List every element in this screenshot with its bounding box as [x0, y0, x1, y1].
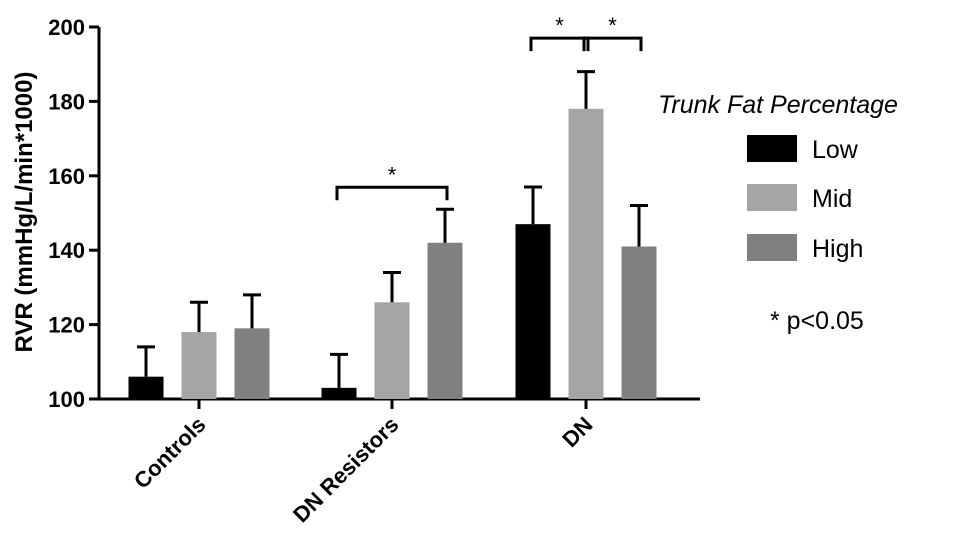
y-tick-label: 160 — [48, 164, 85, 189]
legend-swatch — [747, 135, 797, 162]
y-tick-label: 200 — [48, 15, 85, 40]
bar — [515, 224, 551, 399]
significance-bracket — [529, 36, 590, 52]
bar — [181, 332, 217, 399]
legend-label: Low — [812, 136, 859, 164]
significance-note: * p<0.05 — [770, 307, 864, 335]
error-bars — [137, 70, 648, 388]
significance-star: * — [555, 13, 564, 38]
significance-star: * — [388, 162, 397, 187]
y-tick-label: 120 — [48, 313, 85, 338]
x-tick-label: DN — [557, 412, 597, 452]
y-tick-label: 100 — [48, 387, 85, 412]
legend-swatch — [747, 184, 797, 211]
y-tick-label: 180 — [48, 89, 85, 114]
bar — [621, 246, 657, 399]
legend-label: Mid — [812, 185, 852, 213]
x-tick-label: Controls — [129, 412, 211, 494]
bars — [128, 108, 657, 399]
significance-brackets: * * * — [335, 13, 643, 201]
legend-swatch — [747, 234, 797, 261]
bar — [374, 302, 410, 399]
legend: Trunk Fat Percentage Low Mid High — [658, 91, 898, 263]
bar — [234, 328, 270, 399]
significance-star: * — [608, 13, 617, 38]
bar — [568, 108, 604, 399]
x-tick-label: DN Resistors — [288, 412, 403, 527]
legend-title: Trunk Fat Percentage — [658, 91, 898, 119]
y-axis-label: RVR (mmHg/L/min*1000) — [11, 72, 38, 353]
y-tick-label: 140 — [48, 238, 85, 263]
bar — [321, 387, 357, 399]
significance-bracket — [335, 185, 449, 201]
significance-bracket — [582, 36, 643, 52]
bar — [427, 242, 463, 399]
legend-label: High — [812, 235, 863, 263]
bar — [128, 376, 164, 399]
